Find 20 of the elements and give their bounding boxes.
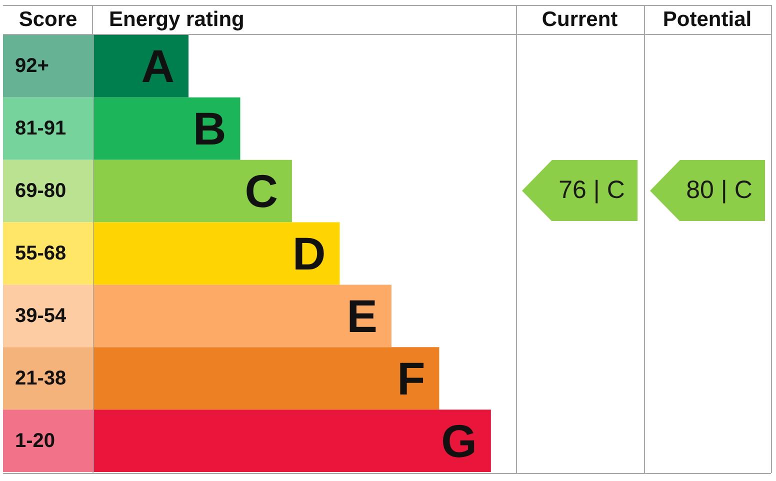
annotation: A xyxy=(141,40,175,92)
annotation: D xyxy=(292,228,326,280)
text: Potential xyxy=(662,8,752,32)
text: 76 | C xyxy=(558,176,625,206)
y-tick-label: 81-91 xyxy=(15,118,66,140)
annotation: F xyxy=(397,352,426,404)
y-tick-label: 92+ xyxy=(15,55,49,78)
y-tick-label: 21-38 xyxy=(15,367,66,390)
y-tick-label: 1-20 xyxy=(15,430,56,452)
text: Current xyxy=(542,8,618,32)
y-tick-label: 69-80 xyxy=(15,180,66,202)
x-axis-title: Energy rating xyxy=(109,8,244,32)
y-tick-label: 55-68 xyxy=(15,242,66,264)
y-axis-title: Score xyxy=(18,8,78,32)
annotation: B xyxy=(193,102,226,155)
text: 80 | C xyxy=(686,176,752,206)
y-tick-label: 39-54 xyxy=(15,304,68,327)
annotation: G xyxy=(441,414,477,467)
annotation: E xyxy=(346,290,378,342)
annotation: C xyxy=(244,165,278,218)
